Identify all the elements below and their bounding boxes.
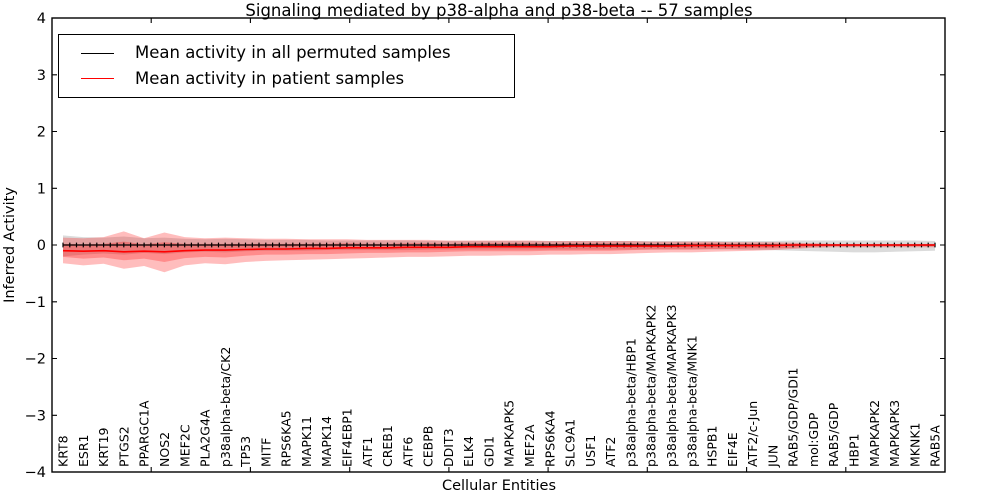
x-tick-label: RPS6KA5 — [279, 410, 294, 467]
legend: Mean activity in all permuted samples Me… — [58, 34, 515, 98]
y-axis-label: Inferred Activity — [2, 187, 18, 303]
x-tick-label: MAPK14 — [319, 416, 334, 467]
y-tick-label: 1 — [37, 181, 46, 197]
patient-line-sample-icon — [81, 78, 114, 80]
x-tick-label: MEF2C — [177, 424, 192, 467]
x-tick-label: KRT19 — [96, 427, 111, 467]
y-tick-label: −4 — [25, 465, 46, 481]
legend-item-patient: Mean activity in patient samples — [69, 68, 504, 88]
x-tick-label: PLA2G4A — [198, 409, 213, 467]
x-tick-label: RAB5/GDP — [826, 402, 841, 467]
x-tick-label: USF1 — [583, 435, 598, 467]
x-tick-label: ATF1 — [360, 437, 375, 467]
axis-ticks — [52, 17, 945, 473]
x-tick-label: ELK4 — [461, 436, 476, 467]
x-tick-label: HBP1 — [847, 434, 862, 467]
x-tick-label: DDIT3 — [441, 428, 456, 467]
x-tick-label: MKNK1 — [907, 423, 922, 467]
x-tick-label: MEF2A — [522, 424, 537, 467]
x-tick-label: MAPKAPK2 — [867, 400, 882, 467]
x-tick-label: RAB5A — [928, 425, 943, 467]
y-tick-label: −3 — [25, 408, 46, 424]
x-tick-label: HSPB1 — [705, 426, 720, 467]
y-tick-label: −2 — [25, 352, 46, 368]
x-tick-label: RAB5/GDP/GDI1 — [786, 368, 801, 467]
x-tick-label: PTGS2 — [116, 426, 131, 467]
y-tick-label: 0 — [37, 238, 46, 254]
x-tick-label: p38alpha-beta/MAPKAPK2 — [644, 305, 659, 468]
legend-label-permuted: Mean activity in all permuted samples — [135, 43, 451, 63]
x-tick-label: MITF — [258, 438, 273, 467]
x-tick-label: SLC9A1 — [563, 419, 578, 467]
x-tick-label: p38alpha-beta/MAPKAPK3 — [664, 305, 679, 468]
patient-samples-inner-band — [63, 241, 935, 262]
x-tick-label: MAPKAPK3 — [887, 400, 902, 467]
chart-title: Signaling mediated by p38-alpha and p38-… — [245, 1, 753, 20]
x-tick-label: TP53 — [238, 436, 253, 468]
legend-item-permuted: Mean activity in all permuted samples — [69, 44, 504, 62]
x-tick-label: GDI1 — [482, 436, 497, 467]
x-tick-label: KRT8 — [56, 435, 71, 467]
patient-samples-outer-band — [63, 231, 935, 273]
x-axis-label: Cellular Entities — [441, 478, 557, 494]
y-tick-label: 2 — [37, 125, 46, 141]
x-tick-label: CEBPB — [421, 426, 436, 467]
x-tick-label: ATF2/c-Jun — [745, 401, 760, 467]
x-tick-label: NOS2 — [157, 432, 172, 467]
legend-label-patient: Mean activity in patient samples — [135, 68, 405, 88]
x-tick-label: PPARGC1A — [137, 400, 152, 467]
x-tick-label: JUN — [765, 445, 780, 468]
x-tick-label: EIF4EBP1 — [340, 408, 355, 467]
x-tick-label: mol:GDP — [806, 412, 821, 467]
permuted-line-sample-icon — [81, 52, 114, 54]
y-tick-label: 3 — [37, 68, 46, 84]
x-tick-label: RPS6KA4 — [542, 410, 557, 467]
y-tick-label: −1 — [25, 295, 46, 311]
x-tick-label: ATF2 — [603, 437, 618, 467]
x-tick-label: ESR1 — [76, 435, 91, 467]
x-tick-label: p38alpha-beta/CK2 — [218, 347, 233, 467]
series-line-1 — [62, 244, 935, 253]
x-tick-label: MAPK11 — [299, 416, 314, 467]
x-tick-label: ATF6 — [400, 437, 415, 467]
x-tick-label: p38alpha-beta/HBP1 — [623, 338, 638, 467]
x-tick-label: EIF4E — [725, 432, 740, 467]
x-tick-label: p38alpha-beta/MNK1 — [684, 335, 699, 467]
x-tick-label: MAPKAPK5 — [502, 400, 517, 467]
y-tick-label: 4 — [37, 11, 46, 27]
x-tick-label: CREB1 — [380, 425, 395, 467]
